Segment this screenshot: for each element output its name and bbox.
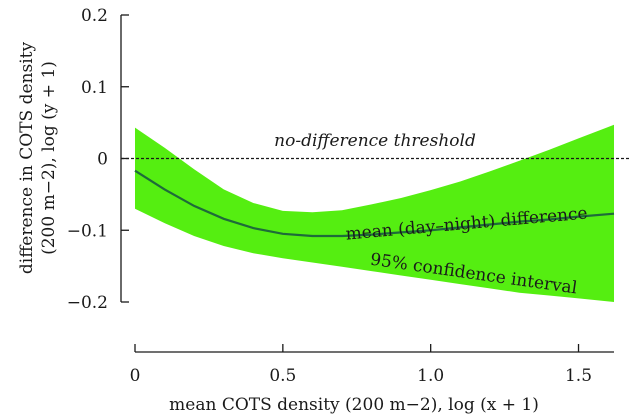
y-tick-label-3: −0.1 xyxy=(67,221,108,241)
y-tick-label-0: 0.2 xyxy=(81,6,108,26)
threshold-label: no-difference threshold xyxy=(274,131,476,151)
y-axis: 0.2 0.1 0 −0.1 −0.2 xyxy=(67,6,129,313)
x-axis-title: mean COTS density (200 m−2), log (x + 1) xyxy=(169,395,539,415)
y-tick-label-2: 0 xyxy=(97,150,108,170)
y-axis-title-line1: difference in COTS density xyxy=(17,42,37,275)
x-tick-label-3: 1.5 xyxy=(565,366,592,386)
mean-difference-line-0 xyxy=(134,169,615,238)
confidence-band xyxy=(135,124,614,302)
confidence-band-layer xyxy=(135,124,614,302)
x-tick-label-2: 1.0 xyxy=(417,366,444,386)
y-tick-label-4: −0.2 xyxy=(67,293,108,313)
x-tick-label-1: 0.5 xyxy=(269,366,296,386)
x-tick-label-0: 0 xyxy=(130,366,141,386)
x-axis: 0 0.5 1.0 1.5 xyxy=(130,344,614,386)
mean-line-layer xyxy=(134,169,615,238)
y-tick-label-1: 0.1 xyxy=(81,78,108,98)
y-axis-title-line2: (200 m−2), log (y + 1) xyxy=(39,61,59,255)
y-axis-title: difference in COTS density (200 m−2), lo… xyxy=(17,42,59,275)
